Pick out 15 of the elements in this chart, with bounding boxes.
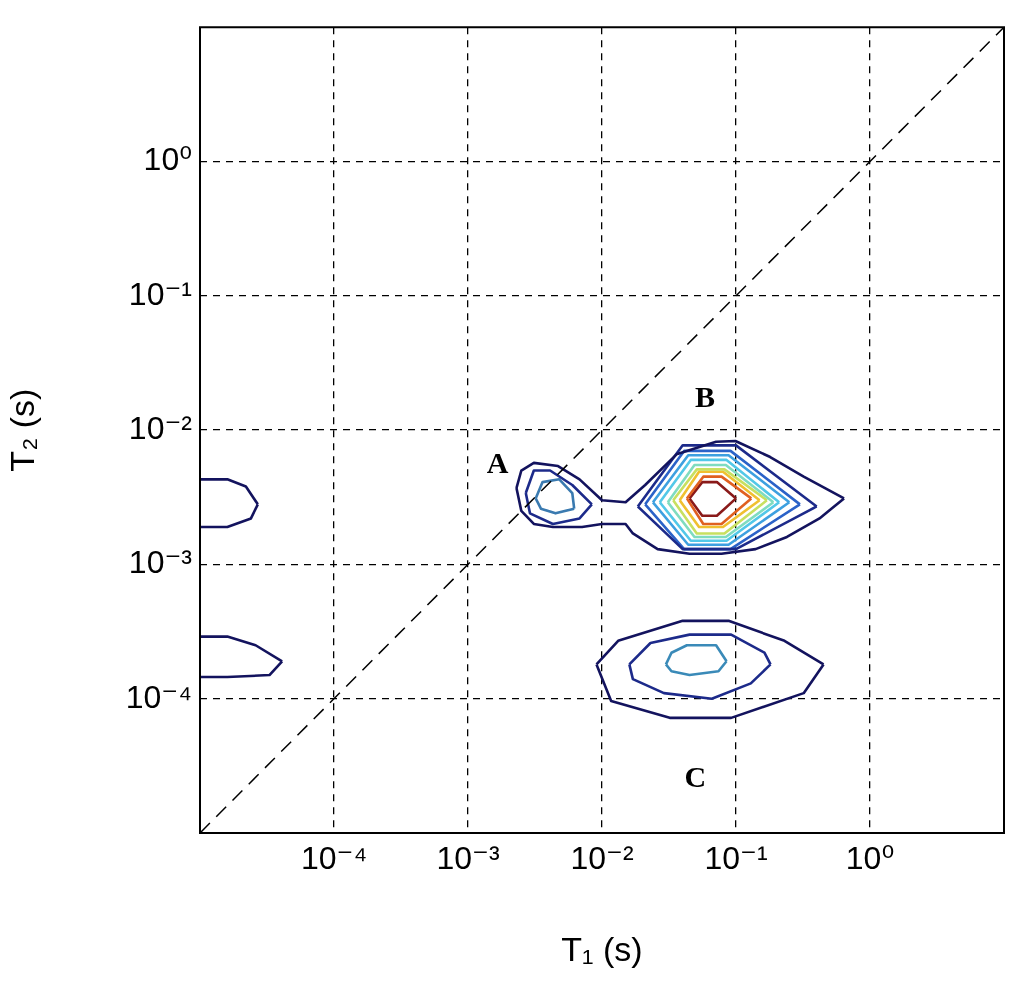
y-tick-label: 10⁻³ bbox=[128, 544, 193, 581]
x-axis-title: T₁ (s) bbox=[561, 929, 643, 968]
y-tick-label: 10⁻² bbox=[128, 409, 193, 446]
annotation: C bbox=[684, 759, 707, 793]
y-tick-label: 10⁻⁴ bbox=[125, 678, 192, 715]
annotation: B bbox=[694, 380, 715, 414]
x-tick-label: 10⁰ bbox=[845, 840, 895, 877]
x-tick-label: 10⁻³ bbox=[436, 840, 500, 877]
y-axis-title: T₂ (s) bbox=[2, 388, 41, 472]
x-tick-label: 10⁻⁴ bbox=[300, 840, 368, 877]
y-tick-label: 10⁻¹ bbox=[128, 275, 192, 312]
x-tick-label: 10⁻¹ bbox=[704, 840, 768, 877]
annotation: A bbox=[486, 446, 509, 480]
x-tick-label: 10⁻² bbox=[570, 840, 634, 877]
y-tick-label: 10⁰ bbox=[143, 141, 192, 178]
